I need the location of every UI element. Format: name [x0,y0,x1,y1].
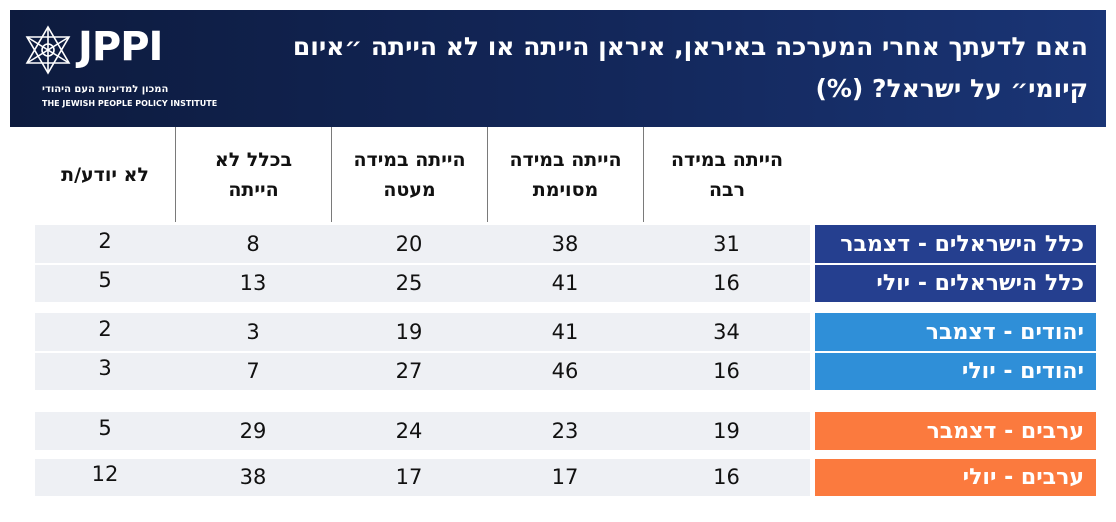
data-value: 19 [395,320,423,344]
data-value: 2 [98,317,112,341]
data-value: 17 [395,465,423,489]
data-value: 16 [713,271,740,295]
logo-wordmark: JPPI [78,24,163,70]
row-divider [35,457,1096,459]
data-value: 3 [246,320,260,344]
data-value: 13 [239,271,267,295]
data-value: 27 [395,359,423,383]
column-header: לא יודע/ת [61,163,149,186]
star-of-david-icon [25,25,71,75]
row-label: ערבים - דצמבר [815,412,1096,450]
data-value: 20 [395,232,423,256]
row-divider [35,263,1096,265]
table-row: 31 38 20 8 2 [35,225,810,263]
logo-hebrew-text: המכון למדיניות העם היהודי [42,84,169,95]
row-label: יהודים - יולי [815,352,1096,390]
data-value: 41 [551,271,579,295]
row-label: כלל הישראלים - דצמבר [815,225,1096,263]
column-header: הייתה במידה רבה [643,127,810,222]
row-label: יהודים - דצמבר [815,313,1096,351]
data-value: 38 [551,232,579,256]
data-value: 8 [246,232,260,256]
data-value: 7 [246,359,260,383]
table-row: 19 23 24 29 5 [35,412,810,450]
data-value: 5 [98,416,112,440]
table-row: 16 41 25 13 5 [35,264,810,302]
column-header: בכלל לא הייתה [175,127,331,222]
data-value: 16 [713,465,740,489]
data-value: 34 [713,320,740,344]
chart-title: האם לדעתך אחרי המערכה באיראן, איראן היית… [292,32,1088,103]
column-header: הייתה במידה מעטה [331,127,487,222]
data-value: 3 [98,356,112,380]
table-row: 34 41 19 3 2 [35,313,810,351]
data-value: 31 [713,232,740,256]
row-divider [35,351,1096,353]
data-value: 24 [395,419,423,443]
chart-header: JPPI המכון למדיניות העם היהודי THE JEWIS… [10,10,1106,127]
data-value: 16 [713,359,740,383]
row-label: ערבים - יולי [815,458,1096,496]
jppi-logo: JPPI המכון למדיניות העם היהודי THE JEWIS… [22,24,217,119]
data-value: 12 [91,462,119,486]
data-value: 41 [551,320,579,344]
logo-english-text: THE JEWISH PEOPLE POLICY INSTITUTE [42,99,218,108]
data-value: 29 [239,419,267,443]
data-value: 2 [98,229,112,253]
data-value: 5 [98,268,112,292]
data-value: 17 [551,465,579,489]
column-header: הייתה במידה מסוימת [487,127,643,222]
data-value: 38 [239,465,267,489]
data-value: 23 [551,419,579,443]
table-row: 16 46 27 7 3 [35,352,810,390]
data-value: 25 [395,271,423,295]
data-value: 19 [713,419,740,443]
data-value: 46 [551,359,579,383]
table-row: 16 17 17 38 12 [35,458,810,496]
row-label: כלל הישראלים - יולי [815,264,1096,302]
